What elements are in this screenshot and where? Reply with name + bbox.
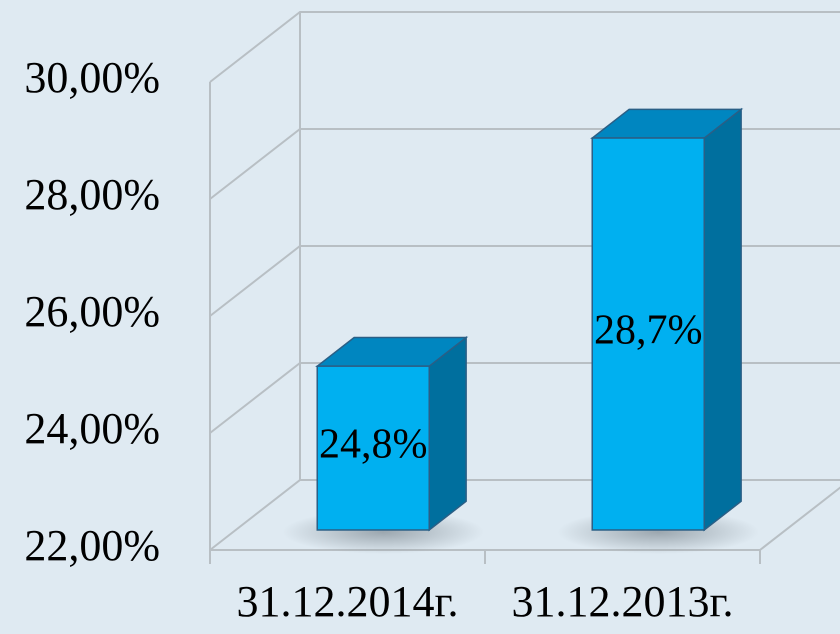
bar <box>316 365 430 531</box>
bar-side <box>428 335 467 532</box>
y-tick-label: 22,00% <box>24 521 160 570</box>
floor-side <box>759 486 840 551</box>
x-tick-label: 31.12.2014г. <box>236 577 458 626</box>
grid-line <box>209 11 840 83</box>
data-label: 24,8% <box>319 422 428 468</box>
y-tick-label: 26,00% <box>24 287 160 336</box>
data-label: 28,7% <box>594 308 703 354</box>
x-tick-label: 31.12.2013г. <box>511 577 733 626</box>
y-tick-label: 28,00% <box>24 170 160 219</box>
bar <box>591 137 705 531</box>
y-tick-label: 30,00% <box>24 53 160 102</box>
bar-side <box>703 107 742 532</box>
y-tick-label: 24,00% <box>24 404 160 453</box>
